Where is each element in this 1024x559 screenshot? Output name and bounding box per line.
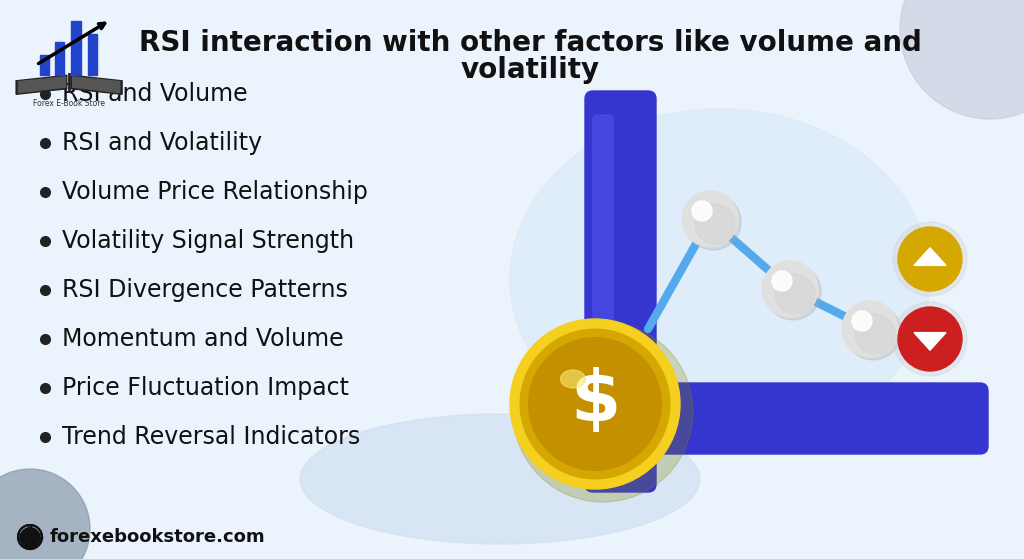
- Text: RSI interaction with other factors like volume and: RSI interaction with other factors like …: [138, 29, 922, 57]
- Polygon shape: [18, 77, 66, 93]
- Polygon shape: [73, 77, 120, 93]
- Circle shape: [772, 271, 792, 291]
- Bar: [55, 42, 65, 75]
- Circle shape: [898, 307, 962, 371]
- Circle shape: [898, 227, 962, 291]
- Circle shape: [845, 304, 901, 360]
- Polygon shape: [16, 75, 67, 94]
- Circle shape: [775, 274, 815, 314]
- Text: Trend Reversal Indicators: Trend Reversal Indicators: [62, 425, 360, 449]
- Ellipse shape: [510, 109, 930, 449]
- Text: forexebookstore.com: forexebookstore.com: [50, 528, 265, 546]
- Bar: [40, 55, 49, 75]
- Bar: [72, 21, 81, 75]
- Text: Volatility Signal Strength: Volatility Signal Strength: [62, 229, 354, 253]
- Circle shape: [528, 338, 662, 470]
- Circle shape: [900, 0, 1024, 119]
- Circle shape: [685, 194, 741, 250]
- Ellipse shape: [513, 322, 693, 502]
- Circle shape: [510, 319, 680, 489]
- Text: Forex E-Book Store: Forex E-Book Store: [33, 99, 105, 108]
- Polygon shape: [914, 248, 946, 266]
- FancyBboxPatch shape: [585, 91, 656, 492]
- Circle shape: [852, 311, 872, 331]
- FancyBboxPatch shape: [634, 383, 988, 454]
- Text: volatility: volatility: [461, 56, 600, 84]
- Circle shape: [765, 264, 821, 320]
- FancyBboxPatch shape: [593, 115, 613, 468]
- Polygon shape: [72, 75, 122, 94]
- Circle shape: [762, 261, 818, 317]
- Text: RSI and Volume: RSI and Volume: [62, 82, 248, 106]
- Circle shape: [695, 204, 735, 244]
- Text: Momentum and Volume: Momentum and Volume: [62, 327, 344, 351]
- Circle shape: [893, 302, 967, 376]
- Bar: [88, 34, 97, 75]
- Text: Price Fluctuation Impact: Price Fluctuation Impact: [62, 376, 349, 400]
- Circle shape: [0, 469, 90, 559]
- Circle shape: [520, 329, 670, 479]
- Circle shape: [842, 301, 898, 357]
- Circle shape: [692, 201, 712, 221]
- Text: RSI and Volatility: RSI and Volatility: [62, 131, 262, 155]
- Circle shape: [893, 222, 967, 296]
- Text: RSI Divergence Patterns: RSI Divergence Patterns: [62, 278, 348, 302]
- Ellipse shape: [560, 370, 586, 388]
- Text: ●: ●: [17, 523, 42, 551]
- Circle shape: [855, 314, 895, 354]
- Polygon shape: [914, 333, 946, 350]
- Text: Volume Price Relationship: Volume Price Relationship: [62, 180, 368, 204]
- Text: $: $: [570, 367, 621, 437]
- Ellipse shape: [300, 414, 700, 544]
- Circle shape: [682, 191, 738, 247]
